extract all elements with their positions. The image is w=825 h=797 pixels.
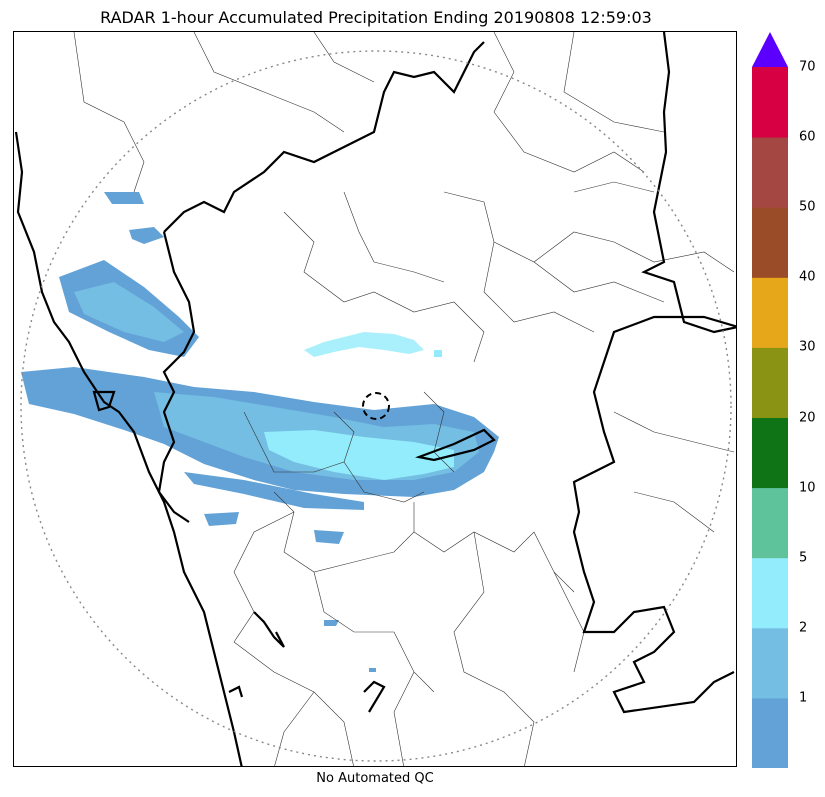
colorbar-tick-label: 50	[799, 199, 816, 215]
colorbar-tick-label: 60	[799, 129, 816, 145]
colorbar-tick-label: 10	[799, 480, 816, 496]
colorbar-bin	[752, 137, 788, 208]
colorbar-bin	[752, 417, 788, 489]
colorbar-bin	[752, 67, 788, 138]
colorbar-tick-label: 70	[799, 59, 816, 75]
radar-map	[13, 31, 737, 767]
colorbar-bin	[752, 627, 788, 699]
precip-colorbar	[752, 32, 788, 768]
colorbar-over-arrow	[752, 32, 788, 67]
colorbar-bin	[752, 347, 788, 418]
colorbar-bin	[752, 557, 788, 629]
map-canvas	[14, 32, 736, 766]
radar-site-marker	[362, 392, 390, 420]
state-boundaries	[14, 32, 736, 766]
colorbar-tick-label: 1	[799, 690, 808, 706]
colorbar-bin	[752, 207, 788, 278]
colorbar-bin	[752, 277, 788, 348]
colorbar-bin	[752, 697, 788, 768]
colorbar-tick-label: 30	[799, 339, 816, 355]
qc-label: No Automated QC	[316, 771, 434, 786]
colorbar-tick-label: 2	[799, 620, 808, 636]
colorbar-tick-label: 40	[799, 269, 816, 285]
colorbar-tick-label: 5	[799, 550, 808, 566]
map-title: RADAR 1-hour Accumulated Precipitation E…	[100, 8, 652, 27]
colorbar-tick-label: 20	[799, 410, 816, 425]
colorbar-bin	[752, 487, 788, 559]
precip-band-heavy	[264, 332, 454, 480]
radar-range-ring	[20, 50, 732, 762]
